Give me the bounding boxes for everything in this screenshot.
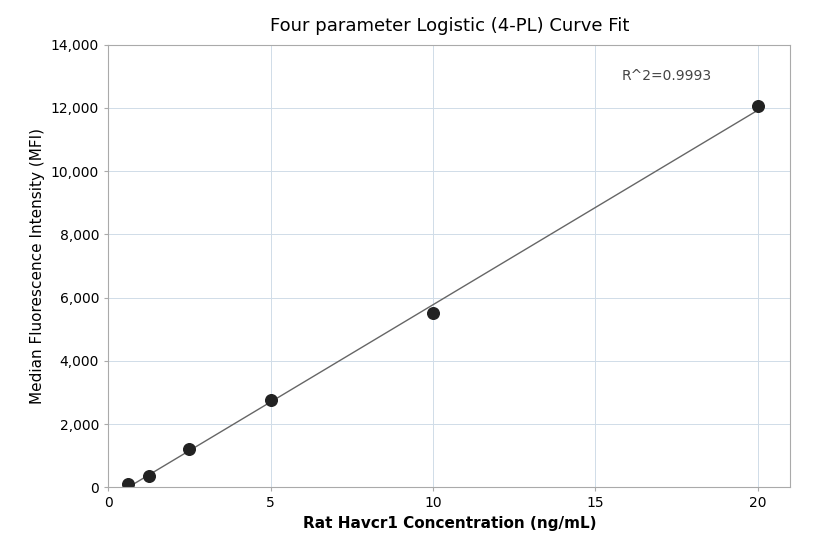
Point — [142, 472, 156, 480]
Title: Four parameter Logistic (4-PL) Curve Fit: Four parameter Logistic (4-PL) Curve Fit — [270, 17, 629, 35]
Point — [183, 445, 196, 454]
X-axis label: Rat Havcr1 Concentration (ng/mL): Rat Havcr1 Concentration (ng/mL) — [303, 516, 596, 531]
Y-axis label: Median Fluorescence Intensity (MFI): Median Fluorescence Intensity (MFI) — [30, 128, 45, 404]
Point — [121, 479, 135, 488]
Point — [751, 102, 765, 111]
Point — [264, 396, 277, 405]
Text: R^2=0.9993: R^2=0.9993 — [622, 68, 711, 82]
Point — [426, 309, 439, 318]
